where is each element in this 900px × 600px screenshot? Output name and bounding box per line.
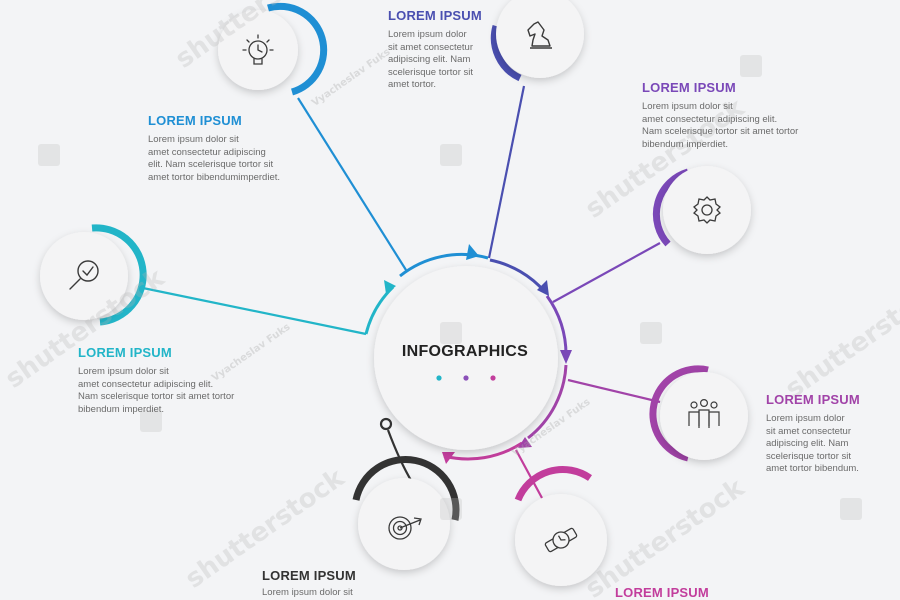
ring-arrow-4 — [560, 350, 572, 364]
option-description: Lorem ipsum dolor sit — [262, 587, 353, 598]
ring-arrow-5 — [518, 437, 532, 448]
option-description: Lorem ipsum dolor sit amet consectetur a… — [148, 134, 281, 183]
ring-arc-team — [527, 364, 568, 440]
ring-arrow-6 — [442, 452, 455, 464]
option-block-target: LOREM IPSUM Lorem ipsum dolor sit — [262, 568, 402, 600]
connector-target-end — [379, 417, 393, 431]
option-description: Lorem ipsum dolor sit amet consectetur a… — [388, 29, 474, 90]
node-team[interactable] — [649, 365, 748, 462]
ring-arc-settings — [545, 295, 568, 356]
node-time[interactable] — [514, 465, 607, 586]
option-title: LOREM IPSUM — [262, 568, 356, 583]
option-block-search: LOREM IPSUM Lorem ipsum dolor sit amet c… — [78, 345, 268, 416]
node-strategy[interactable] — [490, 0, 584, 82]
option-block-idea: LOREM IPSUM Lorem ipsum dolor sit amet c… — [148, 113, 328, 184]
node-settings[interactable] — [652, 166, 751, 254]
option-description: Lorem ipsum dolor sit amet consectetur a… — [766, 413, 859, 474]
wristwatch-icon — [544, 527, 578, 553]
option-title: LOREM IPSUM — [148, 113, 242, 128]
lightbulb-clock-icon — [242, 34, 274, 65]
node-search-circle — [40, 232, 128, 320]
center-title: INFOGRAPHICS — [401, 343, 529, 360]
node-settings-arc — [652, 168, 690, 247]
node-strategy-arc — [490, 25, 522, 82]
target-icon — [388, 516, 422, 540]
node-team-arc — [649, 365, 709, 462]
option-title: LOREM IPSUM — [78, 345, 172, 360]
option-title: LOREM IPSUM — [615, 585, 709, 600]
option-block-strategy: LOREM IPSUM Lorem ipsum dolor sit amet c… — [388, 8, 508, 92]
node-search-arc — [91, 224, 147, 326]
node-target-circle — [358, 478, 450, 570]
option-description: Lorem ipsum dolor sit amet consectetur a… — [78, 366, 235, 415]
node-search[interactable] — [40, 224, 147, 326]
ring-arc-time — [443, 441, 523, 461]
option-block-team: LOREM IPSUM Lorem ipsum dolor sit amet c… — [766, 392, 891, 476]
center-dot-1 — [436, 375, 442, 381]
magnifier-check-icon — [69, 260, 99, 290]
gear-icon — [693, 196, 721, 224]
option-block-settings: LOREM IPSUM Lorem ipsum dolor sit amet c… — [642, 80, 832, 151]
node-time-arc — [514, 465, 592, 502]
center-ring — [364, 244, 572, 464]
chess-knight-icon — [527, 21, 552, 49]
option-title: LOREM IPSUM — [766, 392, 860, 407]
node-idea[interactable] — [218, 2, 328, 96]
connector-target — [386, 429, 413, 483]
center-dot-3 — [490, 375, 496, 381]
ring-arrow-2 — [466, 244, 479, 260]
node-idea-arc — [267, 2, 328, 96]
node-settings-circle — [663, 166, 751, 254]
connector-time — [515, 449, 543, 499]
connector-team — [567, 378, 661, 404]
team-icon — [688, 399, 720, 428]
center-dot-2 — [463, 375, 469, 381]
ring-arrow-3 — [537, 280, 549, 296]
node-target-arc — [352, 456, 460, 521]
connector-idea — [297, 97, 407, 271]
option-title: LOREM IPSUM — [642, 80, 736, 95]
connector-search — [137, 285, 367, 336]
center-circle — [374, 266, 558, 450]
node-target[interactable] — [352, 456, 460, 570]
option-title: LOREM IPSUM — [388, 8, 482, 23]
connector-strategy — [487, 85, 526, 259]
connector-settings — [552, 242, 661, 303]
node-strategy-circle — [496, 0, 584, 78]
option-block-time: LOREM IPSUM — [615, 585, 755, 600]
ring-arrow-1 — [384, 280, 396, 294]
option-description: Lorem ipsum dolor sit amet consectetur a… — [642, 101, 799, 150]
node-team-circle — [660, 372, 748, 460]
